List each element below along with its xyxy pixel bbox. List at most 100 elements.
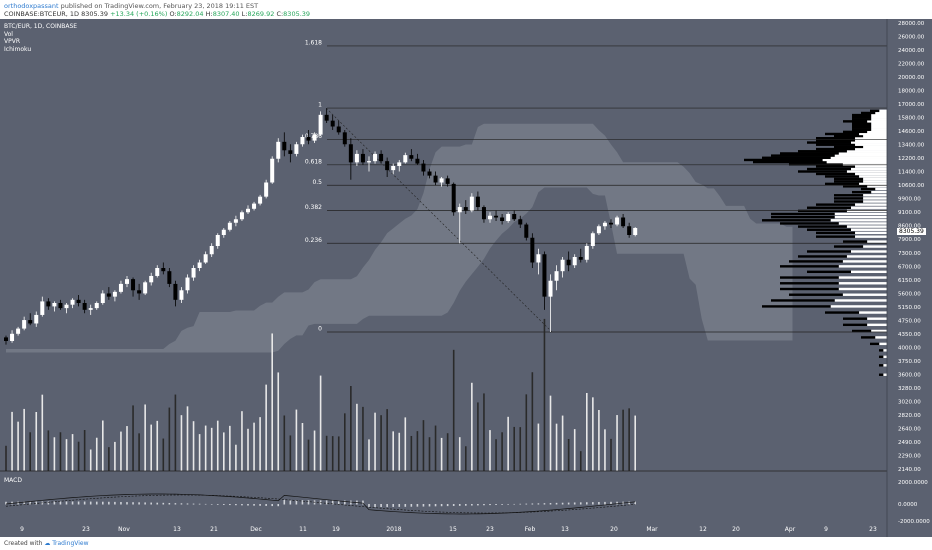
macd-histogram-bar <box>616 501 618 505</box>
candle-body <box>457 207 462 213</box>
vpvr-bar-up <box>834 299 887 302</box>
price-tick-label: 2290.00 <box>898 453 921 459</box>
vpvr-bar-down <box>798 170 847 173</box>
volume-bar <box>223 432 225 471</box>
candle-body <box>28 320 33 324</box>
candle-body <box>415 158 420 164</box>
symbol-text: COINBASE:BTCEUR, 1D <box>4 10 80 18</box>
volume-bar <box>156 420 159 471</box>
volume-bar <box>592 397 594 471</box>
candle-body <box>125 279 129 284</box>
price-tick-label: 4750.00 <box>898 318 921 324</box>
time-tick-label: 13 <box>173 526 181 533</box>
macd-histogram-bar <box>102 501 104 505</box>
fib-label: 0.618 <box>305 158 322 165</box>
macd-histogram-bar <box>210 504 213 505</box>
volume-bar <box>471 382 473 471</box>
legend-indicator-ichimoku[interactable]: Ichimoku <box>4 45 32 53</box>
candle-body <box>276 141 281 159</box>
vpvr-bar-down <box>780 152 839 155</box>
vpvr-bar-down <box>825 311 860 314</box>
volume-bar <box>319 375 322 471</box>
time-tick-label: 12 <box>699 526 707 533</box>
candle-body <box>494 215 499 218</box>
volume-bar <box>23 408 25 471</box>
volume-bar <box>410 435 413 471</box>
candle-body <box>554 271 559 281</box>
volume-bar <box>537 423 540 471</box>
candle-body <box>270 158 275 183</box>
vpvr-bar-up <box>863 180 887 183</box>
volume-bar <box>452 349 455 471</box>
macd-histogram-bar <box>452 504 455 506</box>
candle-body <box>64 304 69 309</box>
price-tick-label: 17000.00 <box>898 102 925 108</box>
time-tick-label: Apr <box>785 526 796 533</box>
volume-bar <box>5 445 7 471</box>
volume-bar <box>210 427 213 471</box>
volume-bar <box>422 420 425 471</box>
price-tick-label: 7300.00 <box>898 251 921 257</box>
vpvr-bar-down <box>744 158 823 162</box>
vpvr-bar-up <box>842 163 887 166</box>
volume-bar <box>561 415 564 471</box>
symbol-line: COINBASE:BTCEUR, 1D 8305.39 +13.34 (+0.1… <box>4 10 310 18</box>
macd-tick-label: 0.0000 <box>898 502 918 508</box>
candle-body <box>100 293 105 303</box>
macd-histogram-bar <box>108 501 110 505</box>
candle-body <box>203 254 208 263</box>
author-link[interactable]: orthodoxpassant <box>4 2 59 10</box>
legend-indicator-vol[interactable]: Vol <box>4 30 13 38</box>
macd-histogram-bar <box>586 502 588 505</box>
vpvr-bar-down <box>834 134 864 138</box>
macd-histogram-bar <box>241 504 243 506</box>
volume-bar <box>513 426 515 471</box>
volume-bar <box>507 416 509 471</box>
volume-bar <box>271 333 273 471</box>
macd-histogram-bar <box>29 501 31 505</box>
vpvr-bar-up <box>871 329 887 333</box>
macd-histogram-bar <box>567 502 570 505</box>
volume-bar <box>337 436 340 471</box>
macd-histogram-bar <box>204 503 207 505</box>
volume-bar <box>120 431 122 471</box>
created-with-text: Created with <box>4 540 43 547</box>
volume-bar <box>253 422 255 471</box>
vpvr-bar-down <box>780 222 839 225</box>
macd-histogram-bar <box>265 504 267 506</box>
candle-body <box>94 303 99 309</box>
vpvr-bar-down <box>753 160 827 164</box>
volume-bar <box>573 429 576 471</box>
macd-histogram-bar <box>89 501 92 505</box>
macd-histogram-bar <box>71 501 74 505</box>
price-tick-label: 8600.00 <box>898 224 921 230</box>
vpvr-bar-up <box>863 197 887 200</box>
vpvr-bar-down <box>825 182 860 186</box>
legend-indicator-vpvr[interactable]: VPVR <box>4 38 20 45</box>
tradingview-brand-link[interactable]: TradingView <box>52 540 89 547</box>
vpvr-bar-up <box>859 311 887 314</box>
price-change: +13.34 (+0.16%) <box>110 10 168 18</box>
macd-histogram-bar <box>465 504 467 506</box>
candle-body <box>548 280 553 297</box>
fib-label: 1 <box>318 102 322 109</box>
macd-histogram-bar <box>319 500 322 505</box>
volume-bar <box>598 410 600 471</box>
candle-body <box>106 293 111 297</box>
low-label: L: <box>241 10 248 18</box>
macd-histogram-bar <box>168 502 171 505</box>
candle-body <box>300 137 305 145</box>
volume-bar <box>59 432 62 471</box>
volume-bar <box>362 406 364 471</box>
vpvr-bar-up <box>871 128 887 131</box>
volume-bar <box>216 420 219 471</box>
vpvr-bar-up <box>851 167 887 171</box>
fib-label: 1.618 <box>305 39 322 46</box>
publish-header: orthodoxpassant published on TradingView… <box>0 0 932 19</box>
price-tick-label: 2640.00 <box>898 426 921 432</box>
vpvr-bar-down <box>780 282 839 285</box>
macd-histogram-bar <box>350 500 352 505</box>
vpvr-bar-down <box>852 329 872 333</box>
volume-bar <box>277 372 280 471</box>
